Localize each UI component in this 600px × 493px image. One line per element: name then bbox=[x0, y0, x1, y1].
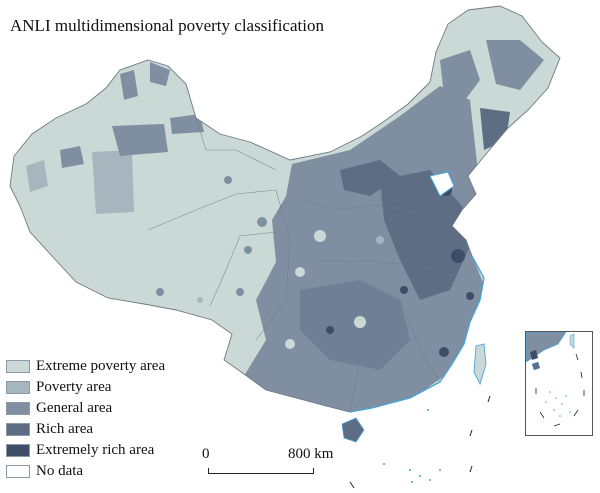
extreme-poverty-area-region bbox=[354, 316, 366, 328]
extreme-poverty-area-region bbox=[285, 339, 295, 349]
legend: Extreme poverty area Poverty area Genera… bbox=[6, 356, 165, 482]
legend-label: Extremely rich area bbox=[36, 441, 155, 458]
extremely-rich-area-region bbox=[439, 347, 449, 357]
general-area-region bbox=[112, 124, 168, 156]
extremely-rich-area-region bbox=[466, 292, 474, 300]
extremely-rich-area-region bbox=[400, 286, 408, 294]
legend-item: General area bbox=[6, 398, 165, 418]
legend-item: Extreme poverty area bbox=[6, 356, 165, 376]
inset-extremely-rich-area bbox=[530, 350, 538, 360]
legend-swatch bbox=[6, 443, 30, 457]
legend-label: No data bbox=[36, 462, 84, 479]
poverty-area-region bbox=[197, 297, 203, 303]
map-title: ANLI multidimensional poverty classifica… bbox=[10, 16, 324, 35]
inset-dash-line bbox=[535, 353, 585, 427]
legend-item: Extremely rich area bbox=[6, 440, 165, 460]
south-china-sea-islands bbox=[383, 409, 441, 483]
south-china-sea-dash-line bbox=[349, 395, 491, 489]
legend-swatch bbox=[6, 464, 30, 478]
general-area-region bbox=[120, 70, 138, 100]
general-area-region bbox=[156, 288, 164, 296]
inset-hainan bbox=[531, 361, 541, 371]
general-area-region bbox=[486, 40, 544, 90]
general-area-region bbox=[60, 146, 84, 168]
rich-area-region bbox=[380, 170, 470, 300]
inset-islands bbox=[545, 391, 571, 417]
extremely-rich-area-region bbox=[451, 249, 465, 263]
general-area-region bbox=[257, 217, 267, 227]
general-area-region bbox=[236, 288, 244, 296]
scale-bar-line bbox=[208, 468, 314, 474]
poverty-area-region bbox=[26, 160, 48, 192]
inset-taiwan bbox=[569, 333, 575, 349]
taiwan-island bbox=[473, 343, 487, 386]
legend-swatch bbox=[6, 422, 30, 436]
rich-area-region bbox=[340, 160, 400, 196]
extreme-poverty-area-region bbox=[314, 230, 326, 242]
general-area-region bbox=[244, 246, 252, 254]
classified-regions bbox=[26, 40, 544, 412]
general-area-region bbox=[440, 50, 480, 104]
legend-swatch bbox=[6, 380, 30, 394]
general-area-region bbox=[224, 176, 232, 184]
extreme-poverty-area-region bbox=[295, 267, 305, 277]
legend-item: No data bbox=[6, 461, 165, 481]
poverty-area-region bbox=[376, 236, 384, 244]
hainan-island bbox=[341, 417, 365, 443]
bohai-sea bbox=[429, 171, 455, 197]
poverty-area-region bbox=[92, 150, 134, 214]
legend-label: Extreme poverty area bbox=[36, 357, 166, 374]
coastline bbox=[349, 255, 485, 413]
inset-map-svg bbox=[526, 332, 585, 427]
legend-swatch bbox=[6, 401, 30, 415]
province-borders bbox=[147, 117, 441, 413]
south-china-sea-inset-map bbox=[525, 331, 593, 436]
general-area-region bbox=[150, 62, 170, 86]
extremely-rich-area-region bbox=[326, 326, 334, 334]
legend-label: Rich area bbox=[36, 420, 94, 437]
scale-start-label: 0 bbox=[202, 446, 210, 462]
legend-swatch bbox=[6, 359, 30, 373]
legend-label: Poverty area bbox=[36, 378, 112, 395]
scale-bar: 0 800 km bbox=[202, 446, 342, 482]
scale-end-label: 800 km bbox=[288, 446, 334, 462]
legend-label: General area bbox=[36, 399, 113, 416]
legend-item: Rich area bbox=[6, 419, 165, 439]
legend-item: Poverty area bbox=[6, 377, 165, 397]
general-area-region bbox=[170, 114, 204, 134]
